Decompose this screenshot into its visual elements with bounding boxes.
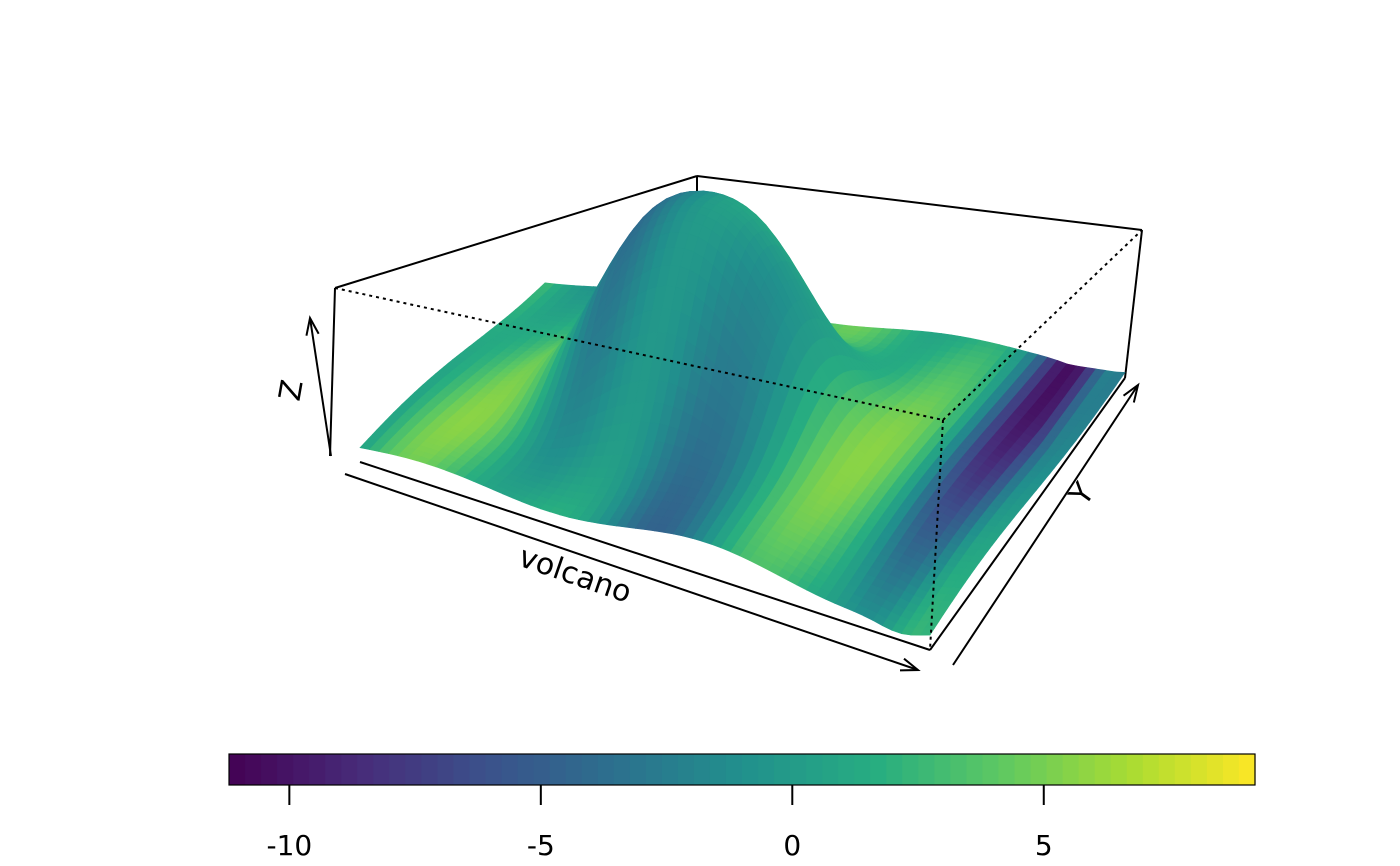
- colorbar-swatch: [1238, 754, 1256, 785]
- colorbar-swatch: [806, 754, 823, 785]
- colorbar-swatch: [277, 754, 294, 785]
- colorbar-frame: [228, 753, 1256, 786]
- colorbar-swatch: [549, 754, 567, 785]
- colorbar-swatch: [1222, 754, 1240, 785]
- colorbar-swatch: [998, 754, 1016, 785]
- colorbar-swatch: [1110, 754, 1128, 785]
- colorbar-swatch: [1094, 754, 1112, 785]
- box-front-edges: [334, 229, 1143, 651]
- box-edge-bottom-right: [929, 377, 1126, 651]
- colorbar-swatch: [1046, 754, 1064, 785]
- colorbar-swatch: [245, 754, 262, 785]
- colorbar-swatch: [918, 754, 935, 785]
- colorbar-swatch: [886, 754, 903, 785]
- x-axis-arrow: [344, 473, 919, 671]
- colorbar-swatch: [902, 754, 919, 785]
- box-edge-left-vertical: [329, 287, 336, 457]
- colorbar-swatch: [934, 754, 952, 785]
- colorbar-swatch: [1078, 754, 1096, 785]
- colorbar-swatch: [229, 754, 246, 785]
- colorbar-swatch: [758, 754, 775, 785]
- colorbar-swatch: [341, 754, 358, 785]
- colorbar-swatch: [966, 754, 984, 785]
- colorbar-swatch: [629, 754, 647, 785]
- colorbar-swatch: [1206, 754, 1224, 785]
- colorbar-swatch: [325, 754, 342, 785]
- colorbar-swatch: [533, 754, 551, 785]
- colorbar-ticks: -10 -5 0 5: [266, 785, 1053, 862]
- colorbar-swatch: [822, 754, 839, 785]
- x-axis-label: volcano: [514, 539, 636, 610]
- colorbar-swatch: [725, 754, 743, 785]
- colorbar-swatch: [389, 754, 406, 785]
- colorbar-swatch: [421, 754, 439, 785]
- y-axis-arrow-head: [1122, 382, 1140, 403]
- colorbar-swatch: [677, 754, 695, 785]
- colorbar-swatch: [645, 754, 663, 785]
- colorbar-swatch: [405, 754, 422, 785]
- colorbar-swatch: [357, 754, 374, 785]
- colorbar: [228, 753, 1256, 786]
- colorbar-swatch: [1190, 754, 1208, 785]
- colorbar-swatch: [261, 754, 278, 785]
- colorbar-swatch: [1174, 754, 1192, 785]
- colorbar-swatch: [661, 754, 679, 785]
- x-axis-arrow-head: [899, 657, 921, 672]
- z-axis-label: Z: [273, 377, 311, 403]
- z-axis-arrow: [309, 317, 332, 457]
- box-edge-hidden-top-front: [334, 287, 944, 421]
- colorbar-swatch: [373, 754, 390, 785]
- y-axis-label: Y: [1062, 476, 1102, 513]
- colorbar-swatch: [485, 754, 503, 785]
- box-edge-bottom-front: [359, 461, 931, 651]
- colorbar-swatch: [517, 754, 535, 785]
- box-edge-top-back: [696, 175, 1143, 231]
- colorbar-tick-label: 5: [1035, 829, 1053, 862]
- colorbar-swatch: [581, 754, 599, 785]
- colorbar-swatch: [453, 754, 471, 785]
- colorbar-swatch: [790, 754, 807, 785]
- colorbar-swatch: [1126, 754, 1144, 785]
- box-edge-top-left: [334, 175, 698, 289]
- y-axis-arrow: [952, 384, 1139, 666]
- colorbar-swatch: [1142, 754, 1160, 785]
- z-axis-arrow-head: [305, 315, 320, 336]
- colorbar-tick-label: -10: [266, 829, 312, 862]
- colorbar-swatch: [854, 754, 871, 785]
- colorbar-swatch: [870, 754, 887, 785]
- colorbar-swatch: [309, 754, 326, 785]
- box-edge-right-vertical: [1124, 229, 1143, 379]
- colorbar-swatch: [982, 754, 1000, 785]
- colorbar-swatch: [1158, 754, 1176, 785]
- colorbar-swatch: [613, 754, 631, 785]
- surface-mesh: [359, 190, 1126, 636]
- colorbar-swatch: [709, 754, 727, 785]
- colorbar-swatch: [501, 754, 519, 785]
- colorbar-swatch: [693, 754, 711, 785]
- axis-arrows: [305, 315, 1140, 672]
- colorbar-swatch: [774, 754, 791, 785]
- colorbar-swatch: [597, 754, 615, 785]
- colorbar-swatch: [565, 754, 583, 785]
- colorbar-tick-label: -5: [527, 829, 555, 862]
- box-back-edges: [329, 175, 1143, 457]
- colorbar-tick-label: 0: [783, 829, 801, 862]
- colorbar-swatch: [950, 754, 968, 785]
- colorbar-swatch: [469, 754, 487, 785]
- colorbar-swatch: [1030, 754, 1048, 785]
- colorbar-swatch: [293, 754, 310, 785]
- colorbar-swatch: [1014, 754, 1032, 785]
- box-edge-hidden-front-vertical: [929, 419, 944, 651]
- colorbar-swatch: [838, 754, 855, 785]
- colorbar-swatch: [1062, 754, 1080, 785]
- colorbar-swatch: [742, 754, 759, 785]
- colorbar-swatch: [437, 754, 455, 785]
